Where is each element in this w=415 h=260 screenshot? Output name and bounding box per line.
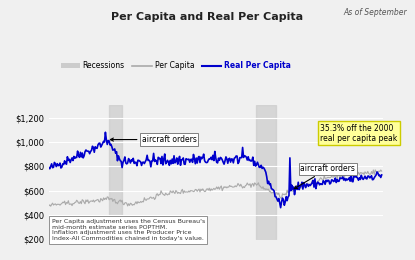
Text: Per Capita adjustment uses the Census Bureau's
mid-month estimate series POPTHM.: Per Capita adjustment uses the Census Bu… xyxy=(51,219,205,241)
Text: Per Capita and Real Per Capita: Per Capita and Real Per Capita xyxy=(112,12,303,22)
Bar xyxy=(109,106,122,239)
Legend: Recessions, Per Capita, Real Per Capita: Recessions, Per Capita, Real Per Capita xyxy=(57,58,294,74)
Text: aircraft orders: aircraft orders xyxy=(110,135,196,144)
Text: 35.3% off the 2000
real per capita peak: 35.3% off the 2000 real per capita peak xyxy=(320,124,398,143)
Text: aircraft orders: aircraft orders xyxy=(294,164,355,189)
Text: As of September: As of September xyxy=(343,8,407,17)
Bar xyxy=(256,106,276,239)
